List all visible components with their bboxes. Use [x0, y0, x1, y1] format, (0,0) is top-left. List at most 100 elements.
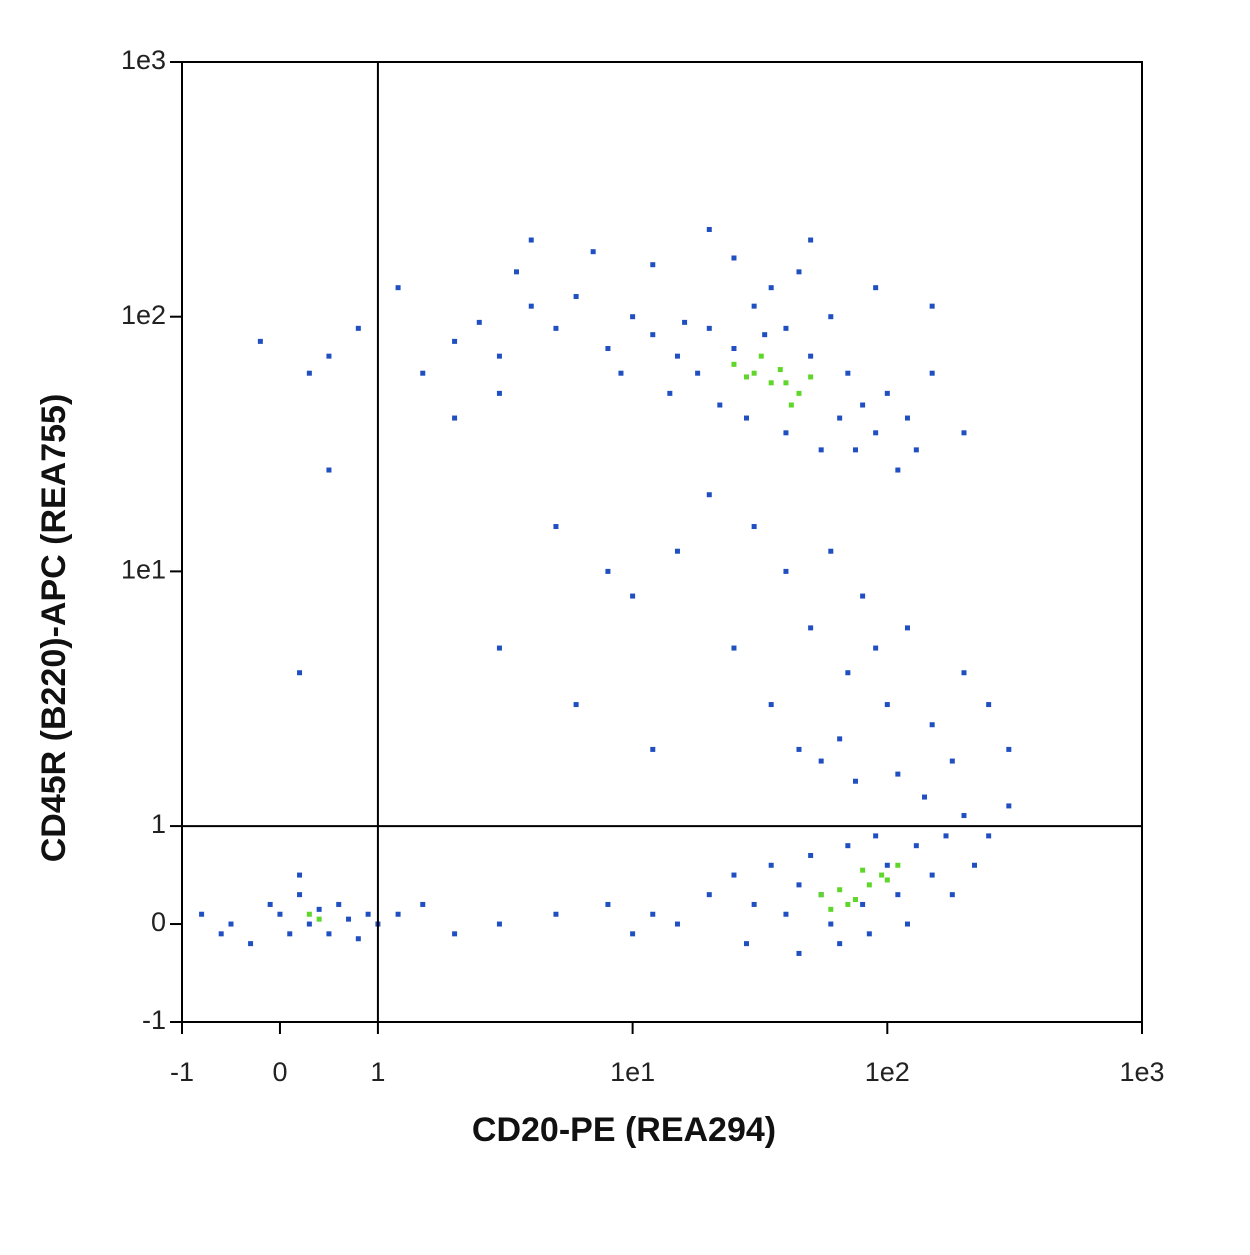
point: [452, 338, 458, 344]
point: [929, 303, 935, 309]
point: [605, 901, 611, 907]
y-tick-label: 1e1: [121, 555, 166, 585]
point: [731, 361, 737, 367]
point: [218, 931, 224, 937]
point: [783, 380, 789, 386]
x-tick-label: 0: [272, 1057, 287, 1087]
point: [452, 931, 458, 937]
point: [904, 625, 910, 631]
point: [949, 892, 955, 898]
point: [943, 833, 949, 839]
point: [605, 568, 611, 574]
point: [860, 867, 866, 873]
point: [731, 645, 737, 651]
point: [355, 936, 361, 942]
point: [837, 941, 843, 947]
point: [913, 447, 919, 453]
point: [731, 255, 737, 261]
point: [758, 353, 764, 359]
point: [808, 237, 814, 243]
point: [818, 758, 824, 764]
point: [306, 370, 312, 376]
point: [618, 370, 624, 376]
point: [326, 931, 332, 937]
point: [860, 901, 866, 907]
point: [860, 402, 866, 408]
y-tick-label: 1: [151, 809, 166, 839]
point: [783, 568, 789, 574]
point: [986, 702, 992, 708]
point: [929, 370, 935, 376]
point: [796, 882, 802, 888]
point: [828, 921, 834, 927]
point: [452, 415, 458, 421]
point: [650, 332, 656, 338]
point: [650, 746, 656, 752]
point: [682, 319, 688, 325]
point: [895, 892, 901, 898]
point: [884, 390, 890, 396]
point: [873, 285, 879, 291]
point: [513, 269, 519, 275]
point: [768, 702, 774, 708]
point: [297, 872, 303, 878]
point: [751, 303, 757, 309]
point: [706, 492, 712, 498]
point: [630, 593, 636, 599]
point: [751, 524, 757, 530]
point: [860, 593, 866, 599]
point: [873, 645, 879, 651]
y-tick-label: 1e2: [121, 300, 166, 330]
point: [796, 269, 802, 275]
point: [287, 931, 293, 937]
point: [528, 303, 534, 309]
point: [395, 911, 401, 917]
point: [277, 911, 283, 917]
x-tick-label: 1e2: [865, 1057, 910, 1087]
point: [768, 380, 774, 386]
point: [706, 892, 712, 898]
point: [573, 294, 579, 300]
point: [783, 430, 789, 436]
y-tick-label: 1e3: [121, 45, 166, 75]
point: [496, 645, 502, 651]
point: [866, 931, 872, 937]
y-tick-label: 0: [151, 907, 166, 937]
point: [949, 758, 955, 764]
point: [873, 430, 879, 436]
point: [961, 813, 967, 819]
point: [879, 872, 885, 878]
point: [674, 921, 680, 927]
point: [420, 370, 426, 376]
point: [837, 736, 843, 742]
point: [873, 833, 879, 839]
point: [796, 746, 802, 752]
point: [553, 524, 559, 530]
point: [674, 353, 680, 359]
point: [630, 314, 636, 320]
point: [650, 911, 656, 917]
point: [796, 390, 802, 396]
point: [199, 911, 205, 917]
point: [257, 338, 263, 344]
point: [496, 390, 502, 396]
point: [818, 892, 824, 898]
point: [297, 892, 303, 898]
point: [929, 722, 935, 728]
x-tick-label: 1: [370, 1057, 385, 1087]
point: [845, 370, 851, 376]
plot-frame: [181, 61, 1143, 1023]
point: [248, 941, 254, 947]
point: [852, 778, 858, 784]
point: [845, 901, 851, 907]
point: [420, 901, 426, 907]
point: [884, 862, 890, 868]
point: [496, 353, 502, 359]
point: [884, 702, 890, 708]
point: [837, 887, 843, 893]
point: [808, 374, 814, 380]
point: [326, 467, 332, 473]
point: [744, 941, 750, 947]
point: [717, 402, 723, 408]
